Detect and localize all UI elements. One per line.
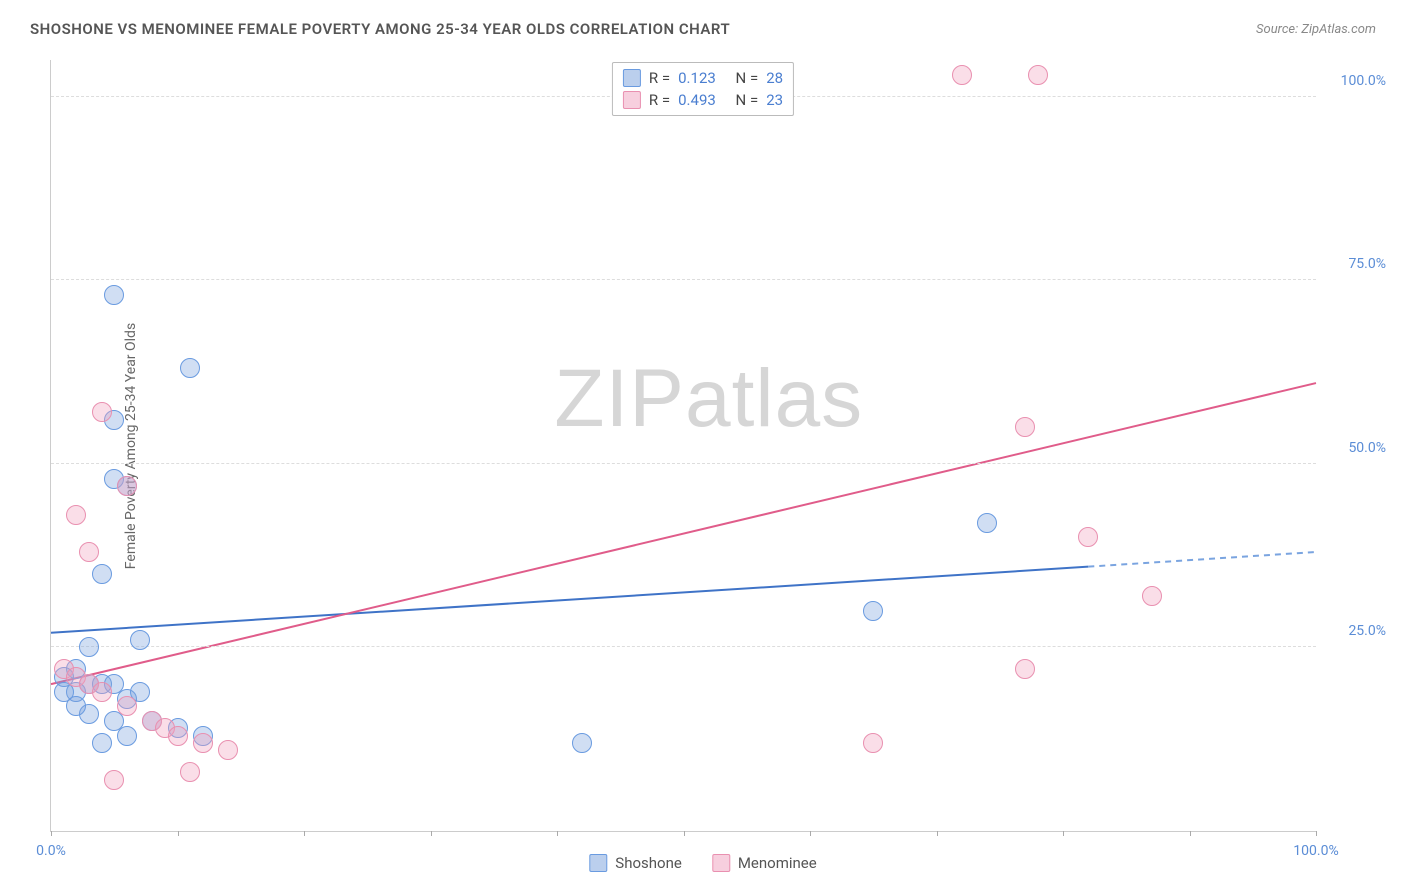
scatter-point bbox=[117, 726, 137, 746]
scatter-point bbox=[104, 285, 124, 305]
legend-swatch-pink bbox=[623, 91, 641, 109]
legend-swatch-pink bbox=[712, 854, 730, 872]
y-tick-label: 100.0% bbox=[1326, 73, 1386, 89]
scatter-point bbox=[1015, 417, 1035, 437]
x-tick-mark bbox=[304, 831, 305, 836]
scatter-point bbox=[1142, 586, 1162, 606]
y-tick-label: 75.0% bbox=[1326, 256, 1386, 272]
trend-lines-layer bbox=[51, 60, 1316, 831]
legend-n-label: N = bbox=[736, 69, 759, 87]
gridline-h bbox=[51, 646, 1316, 647]
scatter-point bbox=[66, 696, 86, 716]
scatter-point bbox=[1015, 659, 1035, 679]
scatter-point bbox=[92, 564, 112, 584]
x-tick-mark bbox=[51, 831, 52, 836]
trend-line bbox=[51, 383, 1316, 684]
legend-item: Menominee bbox=[712, 854, 817, 872]
legend-label: Menominee bbox=[738, 854, 817, 872]
scatter-point bbox=[193, 733, 213, 753]
scatter-point bbox=[1028, 65, 1048, 85]
x-tick-mark bbox=[1316, 831, 1317, 836]
legend-r-label: R = bbox=[649, 69, 670, 87]
y-tick-label: 25.0% bbox=[1326, 623, 1386, 639]
scatter-point bbox=[66, 505, 86, 525]
x-tick-mark bbox=[1063, 831, 1064, 836]
x-tick-mark bbox=[684, 831, 685, 836]
scatter-point bbox=[168, 726, 188, 746]
scatter-point bbox=[117, 696, 137, 716]
x-tick-mark bbox=[178, 831, 179, 836]
x-tick-mark bbox=[557, 831, 558, 836]
scatter-point bbox=[572, 733, 592, 753]
legend-n-value: 23 bbox=[766, 91, 783, 109]
legend-n-label: N = bbox=[736, 91, 759, 109]
scatter-point bbox=[863, 733, 883, 753]
scatter-point bbox=[952, 65, 972, 85]
trend-line bbox=[51, 567, 1088, 633]
x-tick-label: 100.0% bbox=[1293, 843, 1338, 859]
legend-r-label: R = bbox=[649, 91, 670, 109]
series-legend: Shoshone Menominee bbox=[589, 854, 816, 872]
scatter-point bbox=[79, 637, 99, 657]
scatter-point bbox=[92, 733, 112, 753]
legend-swatch-blue bbox=[623, 69, 641, 87]
legend-row: R = 0.123 N = 28 bbox=[623, 67, 783, 89]
x-tick-mark bbox=[1190, 831, 1191, 836]
chart-source: Source: ZipAtlas.com bbox=[1256, 22, 1376, 37]
scatter-point bbox=[863, 601, 883, 621]
legend-label: Shoshone bbox=[615, 854, 682, 872]
scatter-point bbox=[92, 682, 112, 702]
scatter-point bbox=[180, 762, 200, 782]
x-tick-mark bbox=[937, 831, 938, 836]
legend-row: R = 0.493 N = 23 bbox=[623, 89, 783, 111]
scatter-point bbox=[104, 770, 124, 790]
legend-r-value: 0.123 bbox=[678, 69, 716, 87]
scatter-point bbox=[92, 402, 112, 422]
scatter-point bbox=[1078, 527, 1098, 547]
gridline-h bbox=[51, 463, 1316, 464]
scatter-point bbox=[180, 358, 200, 378]
chart-title: SHOSHONE VS MENOMINEE FEMALE POVERTY AMO… bbox=[30, 20, 730, 38]
trend-line-dashed bbox=[1088, 552, 1316, 567]
correlation-legend: R = 0.123 N = 28 R = 0.493 N = 23 bbox=[612, 62, 794, 116]
x-tick-label: 0.0% bbox=[36, 843, 66, 859]
legend-n-value: 28 bbox=[766, 69, 783, 87]
chart-header: SHOSHONE VS MENOMINEE FEMALE POVERTY AMO… bbox=[30, 20, 1376, 38]
legend-r-value: 0.493 bbox=[678, 91, 716, 109]
scatter-point bbox=[218, 740, 238, 760]
y-tick-label: 50.0% bbox=[1326, 440, 1386, 456]
legend-swatch-blue bbox=[589, 854, 607, 872]
legend-item: Shoshone bbox=[589, 854, 682, 872]
gridline-h bbox=[51, 279, 1316, 280]
scatter-point bbox=[977, 513, 997, 533]
chart-plot-area: ZIPatlas 25.0%50.0%75.0%100.0%0.0%100.0% bbox=[50, 60, 1316, 832]
scatter-point bbox=[79, 542, 99, 562]
x-tick-mark bbox=[810, 831, 811, 836]
x-tick-mark bbox=[431, 831, 432, 836]
scatter-point bbox=[117, 476, 137, 496]
scatter-point bbox=[130, 630, 150, 650]
